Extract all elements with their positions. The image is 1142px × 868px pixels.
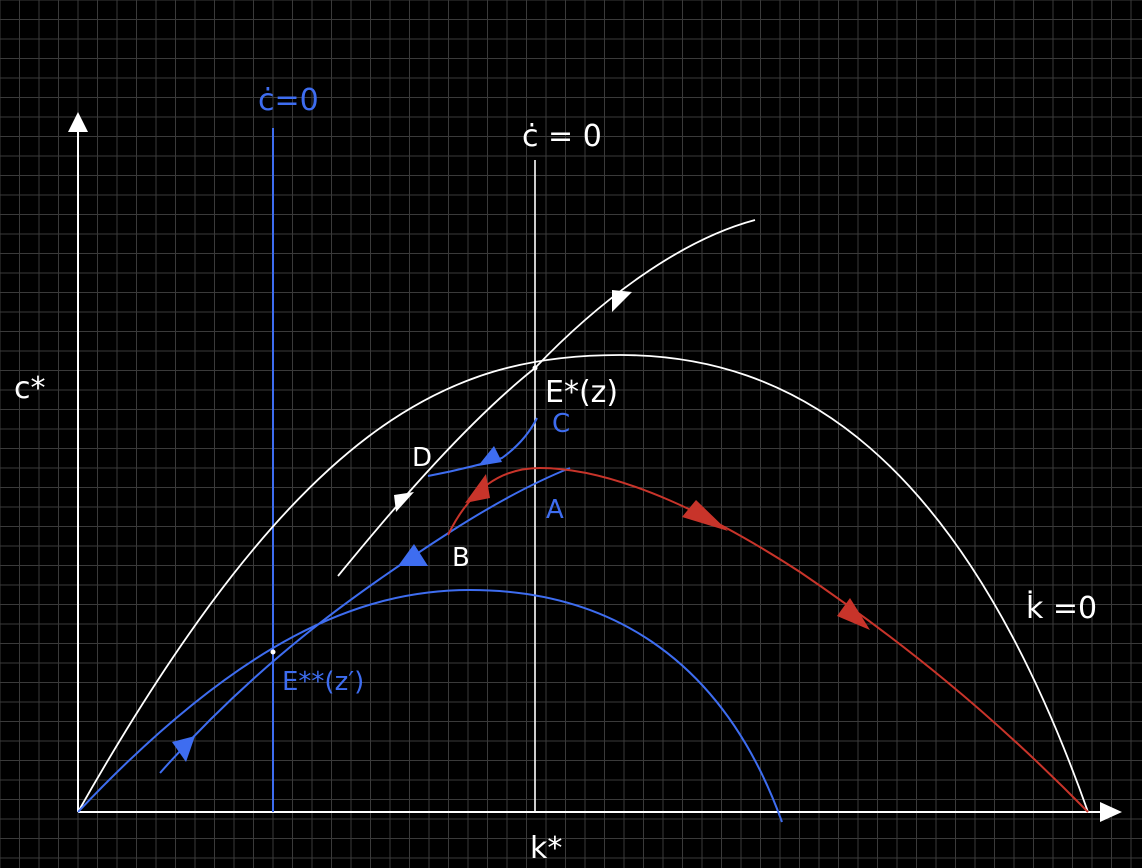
e-star-star-point bbox=[270, 649, 276, 655]
point-c-label: C bbox=[552, 409, 570, 439]
red-arrow-mid-icon bbox=[682, 500, 728, 531]
blue-d-c-path bbox=[427, 417, 538, 477]
e-star-label: E*(z) bbox=[545, 375, 618, 410]
red-path bbox=[447, 466, 1089, 813]
blue-arrow-dc-icon bbox=[478, 446, 502, 466]
white-arrow-lower-icon bbox=[394, 492, 414, 512]
kdot-zero-label: k̇ =0 bbox=[1026, 591, 1097, 626]
e-star-point bbox=[532, 365, 538, 371]
x-axis-label: k* bbox=[530, 831, 562, 866]
kdot-zero-blue-curve bbox=[77, 588, 783, 823]
point-a-label: A bbox=[546, 495, 564, 525]
blue-arrow-lower-icon bbox=[172, 736, 195, 762]
x-axis-arrow-icon bbox=[1100, 802, 1122, 822]
y-axis-arrow-icon bbox=[68, 112, 88, 132]
y-axis-label: c* bbox=[14, 371, 46, 406]
white-arrow-upper-icon bbox=[612, 290, 632, 312]
point-d-label: D bbox=[412, 443, 432, 473]
kdot-zero-white-curve bbox=[77, 354, 1089, 813]
cdot-zero-blue-label: ċ=0 bbox=[258, 83, 319, 118]
red-arrow-right-icon bbox=[837, 598, 870, 630]
cdot-zero-white-label: ċ = 0 bbox=[522, 119, 602, 154]
point-b-label: B bbox=[452, 543, 470, 573]
blue-arrow-upper-icon bbox=[398, 544, 428, 566]
axes bbox=[68, 112, 1122, 822]
e-star-star-label: E**(z′) bbox=[282, 667, 364, 697]
red-arrow-left-icon bbox=[465, 474, 490, 503]
